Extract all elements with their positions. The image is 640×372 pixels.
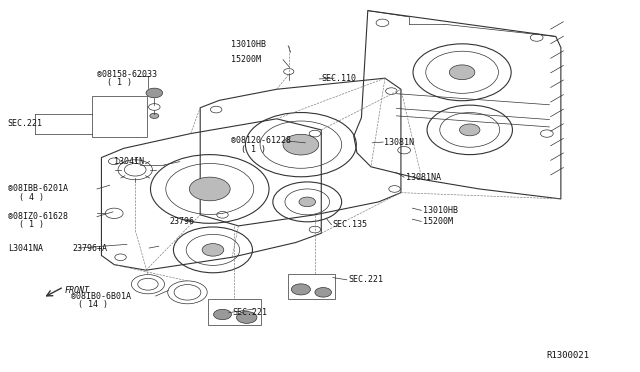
Text: SEC.110: SEC.110: [321, 74, 356, 83]
Bar: [209, 299, 260, 325]
Text: 23796+A: 23796+A: [73, 244, 108, 253]
Text: ®08158-62033: ®08158-62033: [97, 70, 157, 79]
Text: ( 1 ): ( 1 ): [241, 145, 266, 154]
Text: SEC.221: SEC.221: [8, 119, 43, 128]
Text: ®08120-61228: ®08120-61228: [231, 137, 291, 145]
Text: SEC.135: SEC.135: [333, 220, 368, 229]
Text: 13081N: 13081N: [384, 138, 413, 147]
Bar: [92, 96, 147, 137]
Text: 23796: 23796: [169, 217, 194, 226]
Text: SEC.221: SEC.221: [348, 275, 383, 284]
Circle shape: [283, 134, 319, 155]
Text: 13081NA: 13081NA: [406, 173, 441, 182]
Circle shape: [460, 124, 480, 136]
Text: 15200M: 15200M: [231, 55, 260, 64]
Circle shape: [237, 311, 257, 323]
Text: ( 4 ): ( 4 ): [19, 193, 44, 202]
Text: L3041NA: L3041NA: [8, 244, 43, 253]
Text: 13010HB: 13010HB: [231, 41, 266, 49]
Text: ( 14 ): ( 14 ): [78, 300, 108, 309]
Text: 13010HB: 13010HB: [423, 206, 458, 215]
Circle shape: [291, 284, 310, 295]
Text: R1300021: R1300021: [546, 351, 589, 360]
Text: ®08IBB-6201A: ®08IBB-6201A: [8, 185, 68, 193]
Text: 1304IN: 1304IN: [113, 157, 143, 166]
Circle shape: [189, 177, 230, 201]
Bar: [287, 274, 335, 299]
Text: ( 1 ): ( 1 ): [19, 220, 44, 229]
Text: 15200M: 15200M: [423, 217, 453, 226]
Text: ®08IB0-6B01A: ®08IB0-6B01A: [72, 292, 131, 301]
Circle shape: [315, 288, 332, 297]
Circle shape: [214, 310, 232, 320]
Circle shape: [146, 88, 163, 98]
Circle shape: [150, 113, 159, 118]
Text: ( 1 ): ( 1 ): [107, 78, 132, 87]
Text: FRONT: FRONT: [65, 286, 90, 295]
Circle shape: [299, 197, 316, 207]
Text: ®08IZ0-61628: ®08IZ0-61628: [8, 212, 68, 221]
Circle shape: [202, 244, 224, 256]
Text: SEC.221: SEC.221: [232, 308, 267, 317]
Circle shape: [449, 65, 475, 80]
